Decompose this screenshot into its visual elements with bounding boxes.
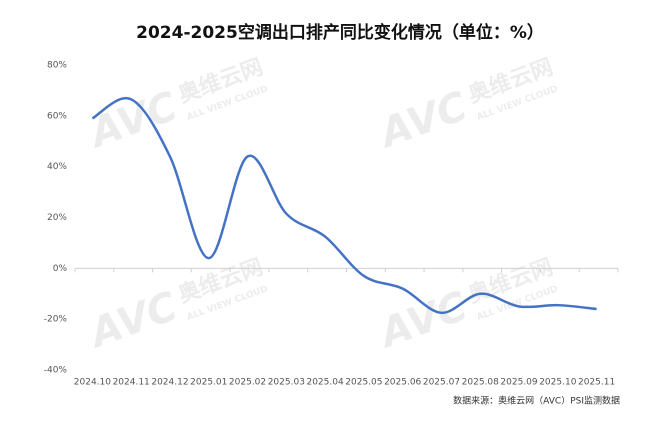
watermark-brand: AVC [82, 83, 184, 158]
watermark-brand: AVC [372, 83, 474, 158]
watermark-brand: AVC [82, 283, 184, 358]
x-tick-label: 2025.11 [578, 378, 615, 388]
x-tick-label: 2025.09 [500, 378, 537, 388]
y-tick-label: 0% [53, 264, 68, 274]
x-tick-label: 2025.05 [345, 378, 382, 388]
x-tick-label: 2024.12 [151, 378, 188, 388]
x-tick-label: 2025.02 [229, 378, 266, 388]
data-line [91, 96, 597, 315]
y-tick-label: 60% [47, 111, 67, 121]
x-tick-label: 2024.10 [74, 378, 111, 388]
y-tick-label: 40% [47, 162, 67, 172]
x-tick-label: 2025.10 [539, 378, 576, 388]
y-tick-label: 80% [47, 61, 67, 71]
source-note: 数据来源：奥维云网（AVC）PSI监测数据 [453, 395, 620, 407]
y-tick-label: -20% [44, 315, 68, 325]
x-tick-label: 2025.04 [306, 378, 343, 388]
x-tick-label: 2025.03 [268, 378, 305, 388]
y-tick-label: -40% [44, 366, 68, 376]
x-tick-label: 2025.08 [462, 378, 499, 388]
x-tick-label: 2024.11 [113, 378, 150, 388]
watermark-brand: AVC [372, 283, 474, 358]
x-tick-label: 2025.07 [423, 378, 460, 388]
y-tick-label: 20% [47, 213, 67, 223]
x-tick-label: 2025.06 [384, 378, 421, 388]
chart-title: 2024-2025空调出口排产同比变化情况（单位：%） [136, 22, 544, 43]
x-tick-label: 2025.01 [190, 378, 227, 388]
